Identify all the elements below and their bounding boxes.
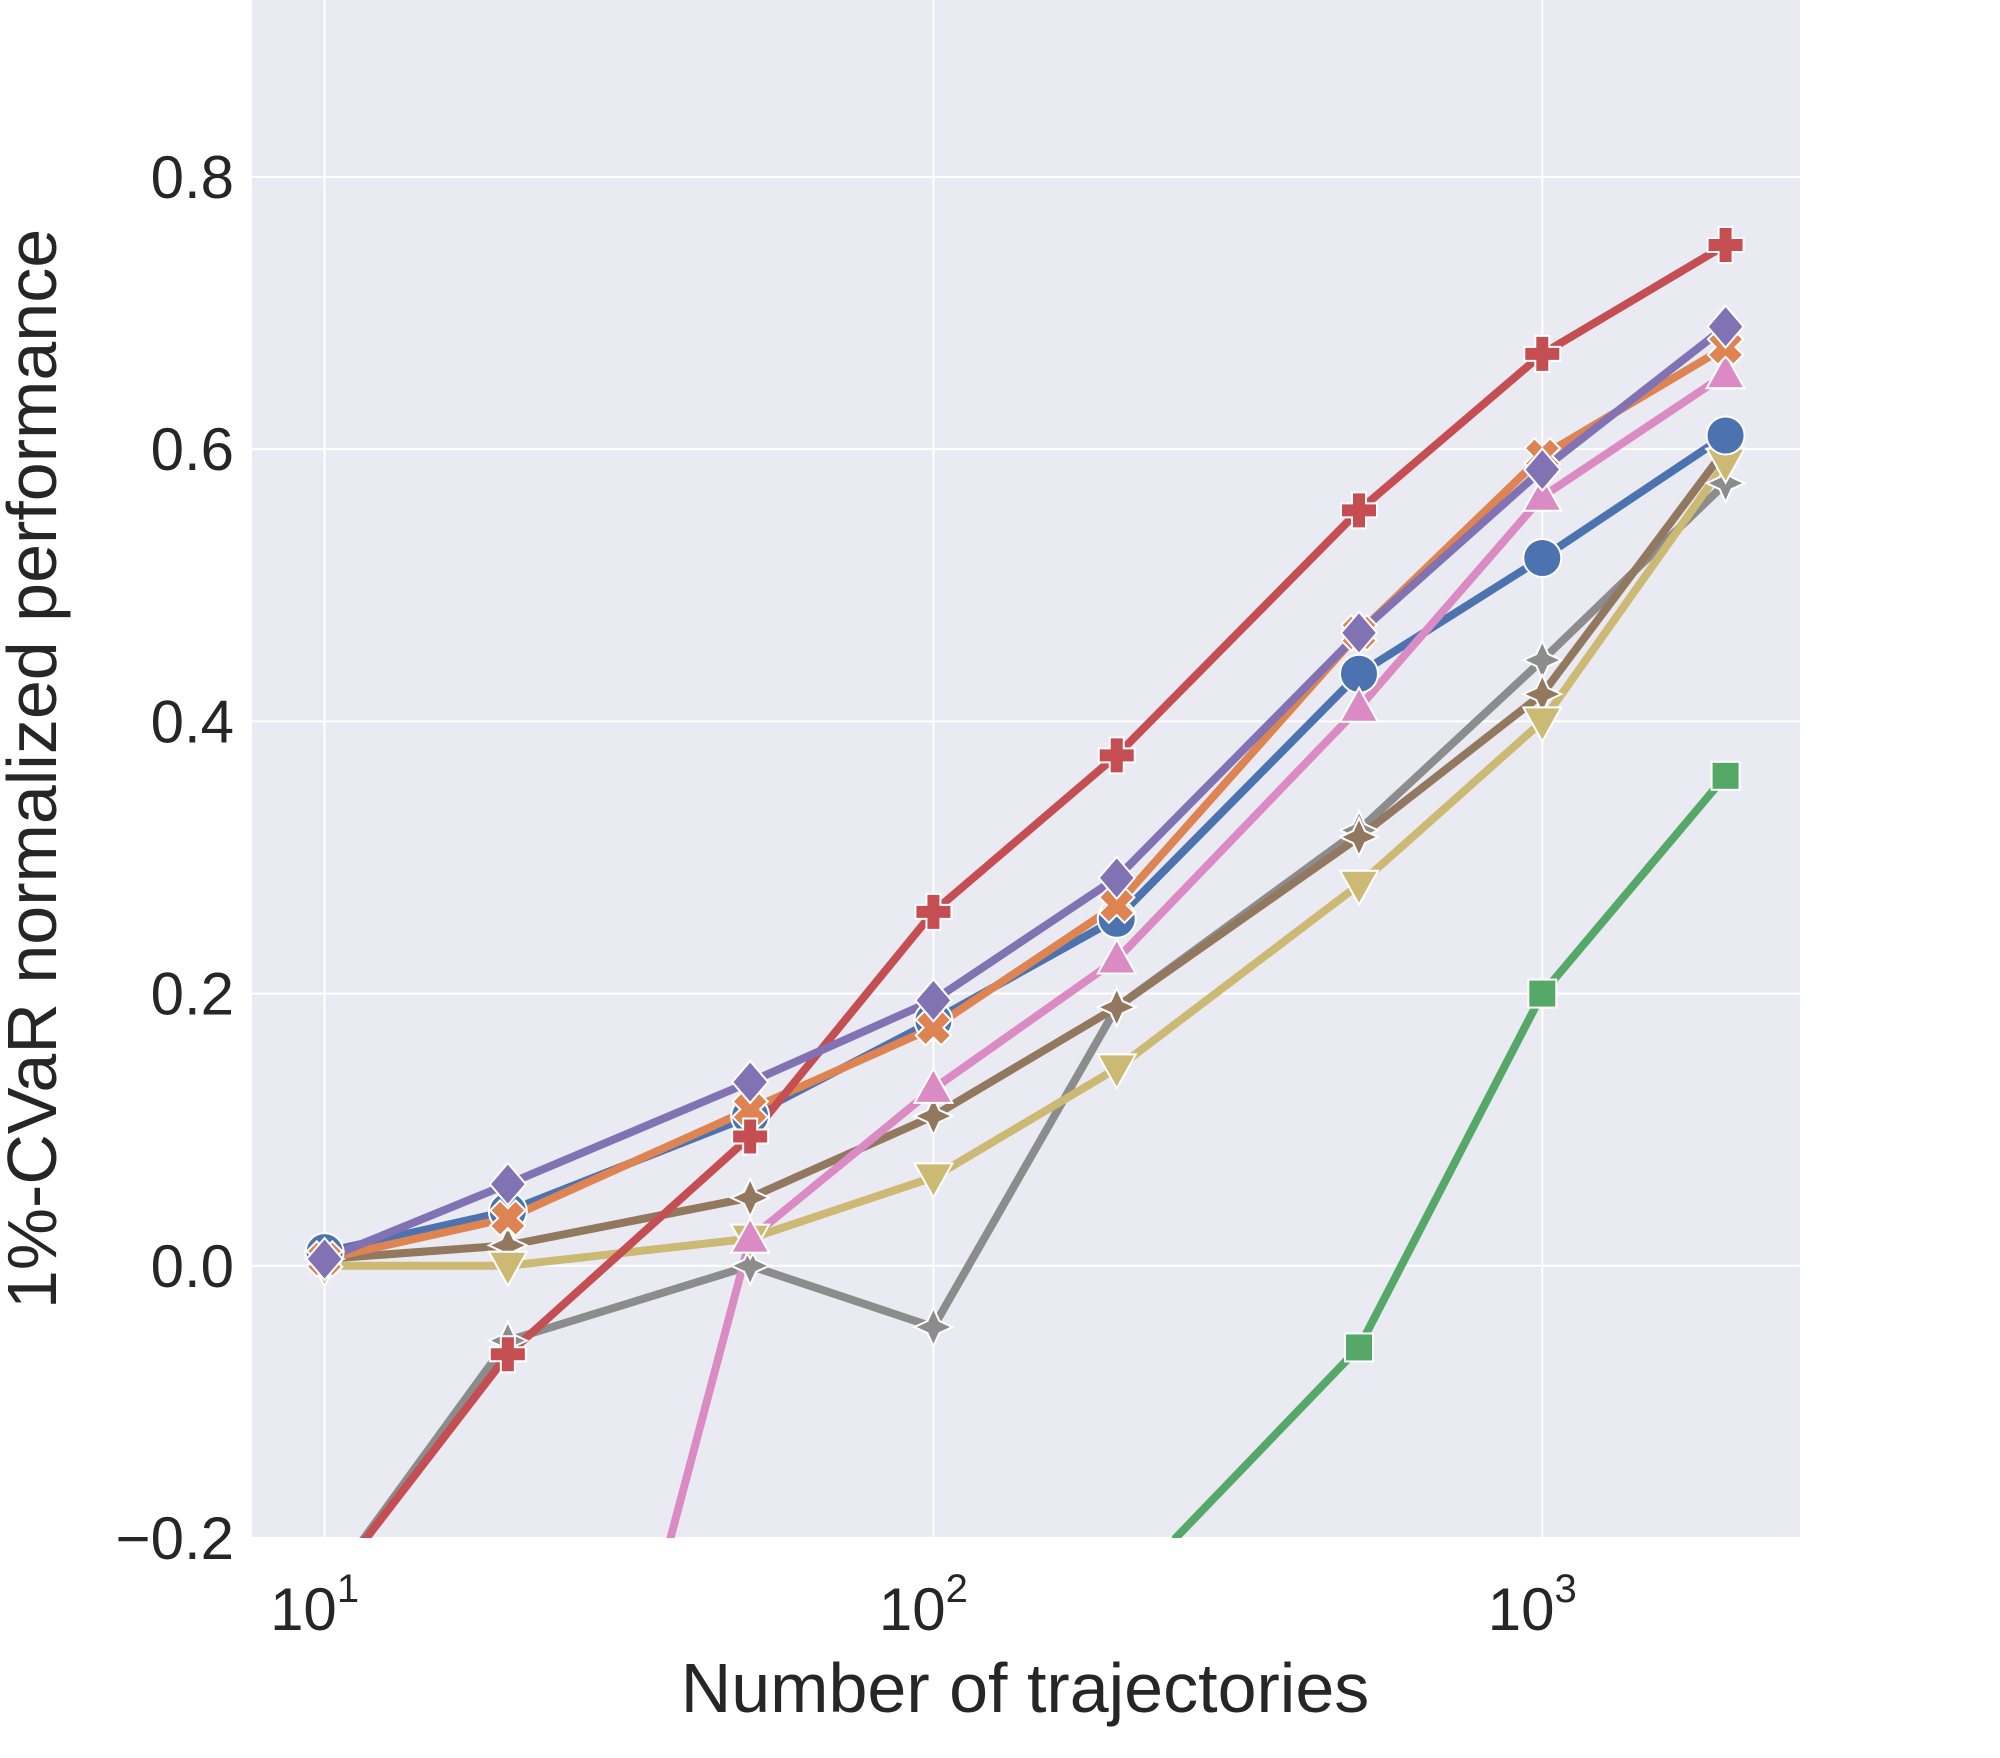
data-point bbox=[1340, 491, 1379, 530]
data-point bbox=[1710, 760, 1741, 791]
data-point bbox=[305, 1236, 344, 1282]
x-tick-label: 102 bbox=[879, 1567, 968, 1643]
y-tick-label: 0.2 bbox=[151, 961, 234, 1028]
y-tick-label: 0.8 bbox=[151, 144, 234, 211]
data-point bbox=[1705, 415, 1746, 456]
data-point bbox=[728, 1244, 772, 1288]
data-point bbox=[1096, 1053, 1138, 1091]
data-point bbox=[1337, 815, 1381, 859]
data-point bbox=[1095, 985, 1139, 1029]
data-point bbox=[1527, 978, 1558, 1009]
series-yellow-line bbox=[320, 458, 1730, 1270]
data-point bbox=[914, 977, 953, 1023]
y-tick-label: 0.4 bbox=[151, 688, 234, 755]
series-red-line bbox=[361, 241, 1730, 1538]
data-point bbox=[487, 1250, 529, 1288]
data-point bbox=[1096, 937, 1138, 975]
y-tick-label: 0.6 bbox=[151, 416, 234, 483]
data-point bbox=[488, 1335, 527, 1374]
markers-group bbox=[303, 225, 1747, 1374]
x-axis-label: Number of trajectories bbox=[681, 1649, 1370, 1727]
series-green-line bbox=[1171, 771, 1730, 1538]
series-purple-line bbox=[320, 322, 1730, 1263]
data-point bbox=[1706, 225, 1745, 264]
data-point bbox=[1338, 685, 1380, 723]
data-point bbox=[912, 1094, 955, 1138]
y-axis-label: 1%-CVaR normalized performance bbox=[0, 229, 71, 1309]
series-group bbox=[320, 241, 1730, 1538]
y-tick-label: −0.2 bbox=[116, 1505, 234, 1572]
data-point bbox=[912, 1162, 955, 1200]
data-point bbox=[1097, 855, 1137, 901]
series-orange-line bbox=[320, 343, 1730, 1263]
data-point bbox=[488, 1199, 527, 1238]
data-point bbox=[1344, 1332, 1375, 1363]
data-point bbox=[731, 1117, 770, 1156]
data-point bbox=[1339, 610, 1379, 656]
data-point bbox=[1523, 334, 1562, 373]
plot-area bbox=[252, 0, 1800, 1538]
data-point bbox=[729, 1216, 771, 1254]
series-brown-line bbox=[320, 445, 1730, 1263]
data-point bbox=[1522, 447, 1562, 493]
data-point bbox=[914, 892, 953, 931]
data-point bbox=[912, 1066, 955, 1104]
y-tick-labels: −0.2 0.0 0.2 0.4 0.6 0.8 bbox=[116, 144, 234, 1572]
y-tick-label: 0.0 bbox=[151, 1233, 234, 1300]
data-point bbox=[730, 1059, 770, 1105]
series-gray-line bbox=[359, 479, 1730, 1538]
x-tick-label: 103 bbox=[1488, 1567, 1577, 1643]
data-point bbox=[912, 1305, 955, 1349]
data-point bbox=[488, 1161, 528, 1207]
data-point bbox=[1097, 736, 1136, 775]
data-point bbox=[1338, 869, 1380, 907]
data-point bbox=[1522, 538, 1563, 579]
data-point bbox=[1521, 706, 1564, 744]
data-point bbox=[1521, 474, 1564, 512]
data-point bbox=[1706, 304, 1745, 350]
x-tick-label: 101 bbox=[270, 1567, 359, 1643]
data-point bbox=[1704, 352, 1747, 390]
x-tick-labels: 101 102 103 bbox=[270, 1567, 1577, 1643]
